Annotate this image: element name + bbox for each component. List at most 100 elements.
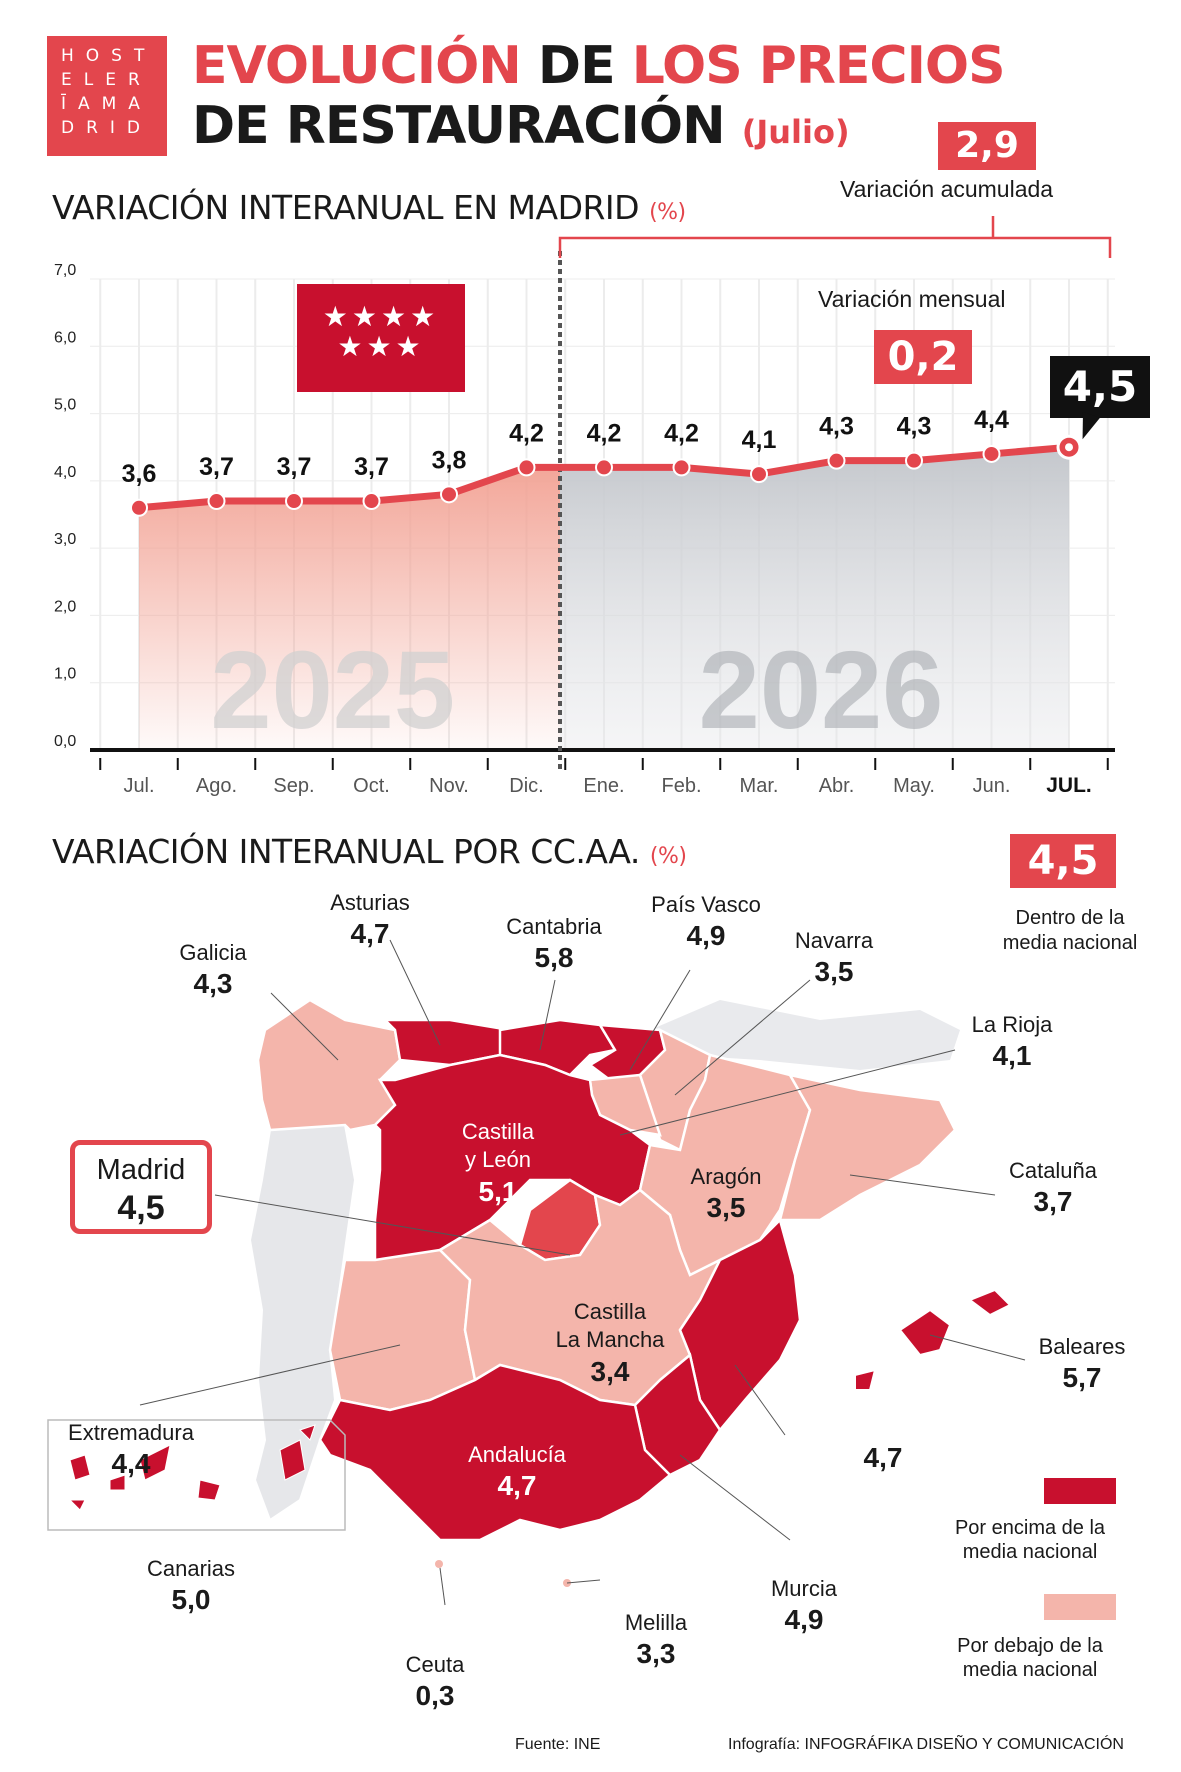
x-tick-label: Nov. xyxy=(429,775,469,797)
data-label: 4,3 xyxy=(819,413,854,441)
label-galicia: Galicia 4,3 xyxy=(179,940,247,999)
x-tick-label: Feb. xyxy=(661,775,701,797)
x-tick-label: Ago. xyxy=(196,775,237,797)
data-point xyxy=(982,444,1001,463)
canarias-inset-frame xyxy=(47,1419,346,1531)
leader-lines xyxy=(139,939,1026,1606)
accumulated-bracket xyxy=(558,216,1112,258)
label-extremadura: Extremadura 4,4 xyxy=(68,1420,194,1479)
label-baleares: Baleares 5,7 xyxy=(1038,1334,1126,1393)
y-tick-label: 1,0 xyxy=(54,666,76,683)
y-tick-label: 6,0 xyxy=(54,329,76,346)
data-label: 4,3 xyxy=(897,413,932,441)
y-tick-label: 3,0 xyxy=(54,531,76,548)
area-2026 xyxy=(560,447,1069,750)
y-tick-label: 5,0 xyxy=(54,397,76,414)
label-cataluna: Cataluña 3,7 xyxy=(1008,1158,1098,1217)
legend-above-label: Por encima de la media nacional xyxy=(954,1517,1106,1563)
label-melilla: Melilla 3,3 xyxy=(624,1610,688,1669)
data-label: 3,7 xyxy=(277,453,312,481)
legend-above-swatch xyxy=(1044,1478,1116,1504)
data-label: 3,8 xyxy=(432,446,467,474)
region-canarias xyxy=(68,1424,316,1511)
x-tick-label: Jun. xyxy=(973,775,1011,797)
x-tick-label: Mar. xyxy=(740,775,779,797)
x-tick-label: JUL. xyxy=(1046,774,1092,797)
x-tick-label: Sep. xyxy=(273,775,314,797)
year-label-2026: 2026 xyxy=(699,629,944,752)
data-label: 3,7 xyxy=(199,453,234,481)
label-madrid: Madrid 4,5 xyxy=(70,1140,212,1234)
label-navarra: Navarra 3,5 xyxy=(794,928,874,987)
spain-map xyxy=(47,939,1026,1606)
x-tick-label: May. xyxy=(893,775,935,797)
label-pais-vasco: País Vasco 4,9 xyxy=(651,892,761,951)
label-la-rioja: La Rioja 4,1 xyxy=(971,1012,1053,1071)
portugal-shape xyxy=(248,1123,357,1522)
x-tick-label: Abr. xyxy=(819,775,855,797)
y-tick-label: 7,0 xyxy=(54,262,76,279)
data-label: 4,2 xyxy=(509,419,544,447)
data-point xyxy=(285,492,303,511)
label-andalucia: Andalucía 4,7 xyxy=(468,1442,566,1501)
region-andalucia xyxy=(318,1363,672,1542)
x-tick-label: Dic. xyxy=(509,775,543,797)
data-point xyxy=(750,465,768,484)
data-point xyxy=(672,458,691,477)
credit-note: Infografía: INFOGRÁFIKA DISEÑO Y COMUNIC… xyxy=(728,1736,1124,1753)
data-point xyxy=(362,492,381,511)
label-castilla-la-mancha: Castilla La Mancha 3,4 xyxy=(555,1299,665,1387)
region-extremadura xyxy=(328,1248,477,1412)
france-shape xyxy=(650,1000,960,1070)
region-cataluna xyxy=(778,1073,957,1222)
monthly-variation-label: Variación mensual xyxy=(818,286,1006,312)
data-label: 3,7 xyxy=(354,453,389,481)
data-point-center xyxy=(1065,443,1073,452)
y-tick-label: 2,0 xyxy=(54,598,76,615)
data-label: 4,1 xyxy=(742,426,777,454)
data-point xyxy=(207,492,226,511)
y-tick-label: 4,0 xyxy=(54,464,76,481)
label-castilla-y-leon: Castilla y León 5,1 xyxy=(461,1119,535,1207)
data-label: 4,2 xyxy=(587,419,622,447)
label-ceuta: Ceuta 0,3 xyxy=(405,1652,465,1711)
x-tick-label: Oct. xyxy=(353,775,390,797)
region-galicia xyxy=(256,998,402,1132)
year-label-2025: 2025 xyxy=(210,629,455,752)
region-ceuta xyxy=(435,1560,443,1568)
data-label: 4,2 xyxy=(664,419,699,447)
data-point xyxy=(595,458,613,477)
x-tick-label: Ene. xyxy=(583,775,624,797)
data-label: 3,6 xyxy=(122,460,157,488)
label-cantabria: Cantabria 5,8 xyxy=(506,914,602,973)
source-note: Fuente: INE xyxy=(515,1736,601,1753)
area-2025 xyxy=(139,467,560,750)
x-tick-label: Jul. xyxy=(123,775,154,797)
data-point xyxy=(905,451,923,470)
madrid-flag: ★★★★ ★★★ xyxy=(297,284,465,392)
line-chart: 0,0 1,0 2,0 3,0 4,0 5,0 6,0 7,0 2025 2026 Jul. Ag… xyxy=(54,216,1115,797)
national-average-label: Dentro de la media nacional xyxy=(1002,907,1138,954)
national-average-value: 4,5 xyxy=(1010,834,1116,888)
data-point xyxy=(517,458,536,477)
map-title: VARIACIÓN INTERANUAL POR CC.AA. (%) xyxy=(52,832,687,871)
monthly-variation-value: 0,2 xyxy=(874,330,972,384)
legend-below-label: Por debajo de la media nacional xyxy=(957,1635,1103,1681)
label-asturias: Asturias 4,7 xyxy=(330,890,410,949)
hostelería-madrid-logo: HOST ELER ĪAMA DRID xyxy=(47,36,167,156)
label-aragon: Aragón 3,5 xyxy=(690,1164,762,1223)
accumulated-variation-label: Variación acumulada xyxy=(840,176,1054,202)
data-label: 4,4 xyxy=(974,406,1009,434)
y-tick-label: 0,0 xyxy=(54,733,76,750)
line-chart-title: VARIACIÓN INTERANUAL EN MADRID (%) xyxy=(52,188,686,227)
accumulated-variation-value: 2,9 xyxy=(938,122,1036,170)
data-point xyxy=(827,451,846,470)
region-baleares xyxy=(854,1288,1012,1391)
label-canarias: Canarias 5,0 xyxy=(146,1556,236,1615)
label-valenciana: 4,7 xyxy=(863,1442,903,1473)
legend-below-swatch xyxy=(1044,1594,1116,1620)
label-murcia: Murcia 4,9 xyxy=(770,1576,837,1635)
latest-value-callout: 4,5 xyxy=(1050,356,1150,418)
data-point xyxy=(440,485,458,504)
data-point xyxy=(130,498,148,517)
